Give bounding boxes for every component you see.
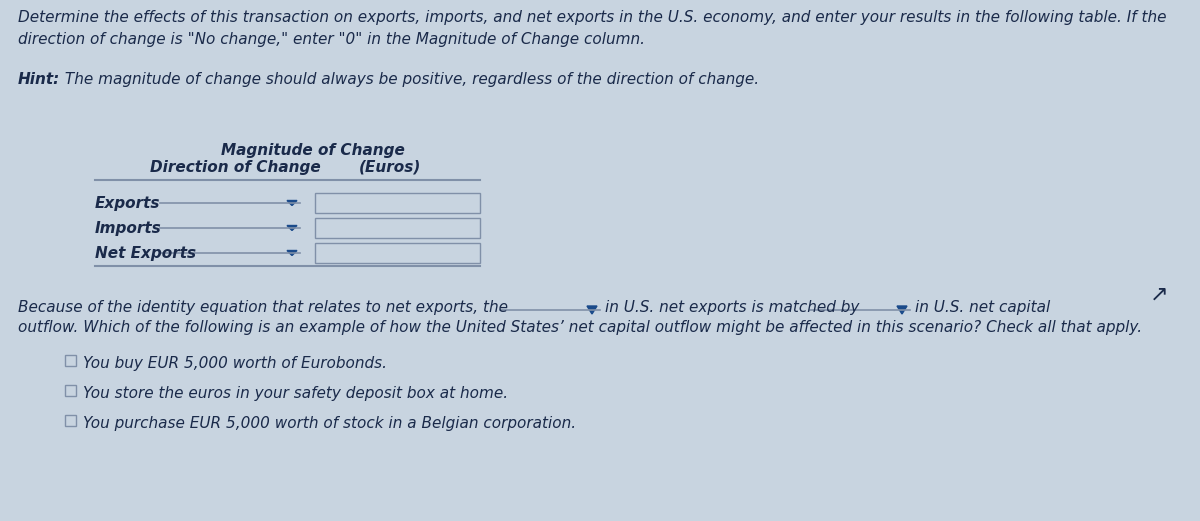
Polygon shape (898, 306, 907, 314)
Text: The magnitude of change should always be positive, regardless of the direction o: The magnitude of change should always be… (60, 72, 760, 87)
Polygon shape (287, 251, 298, 255)
Text: Imports: Imports (95, 221, 162, 236)
Text: You store the euros in your safety deposit box at home.: You store the euros in your safety depos… (83, 386, 508, 401)
Text: Magnitude of Change: Magnitude of Change (221, 143, 404, 158)
Text: outflow. Which of the following is an example of how the United States’ net capi: outflow. Which of the following is an ex… (18, 320, 1142, 335)
Text: Hint:: Hint: (18, 72, 60, 87)
FancyBboxPatch shape (65, 385, 76, 396)
FancyBboxPatch shape (65, 415, 76, 426)
Text: Direction of Change: Direction of Change (150, 160, 320, 175)
FancyBboxPatch shape (65, 355, 76, 366)
Text: (Euros): (Euros) (359, 160, 421, 175)
Text: You buy EUR 5,000 worth of Eurobonds.: You buy EUR 5,000 worth of Eurobonds. (83, 356, 386, 371)
Text: You purchase EUR 5,000 worth of stock in a Belgian corporation.: You purchase EUR 5,000 worth of stock in… (83, 416, 576, 431)
Text: in U.S. net capital: in U.S. net capital (916, 300, 1050, 315)
FancyBboxPatch shape (314, 218, 480, 238)
Polygon shape (587, 306, 598, 314)
Text: in U.S. net exports is matched by: in U.S. net exports is matched by (605, 300, 859, 315)
Text: ↗: ↗ (1150, 285, 1169, 305)
Polygon shape (287, 201, 298, 205)
Text: Net Exports: Net Exports (95, 246, 196, 261)
FancyBboxPatch shape (314, 193, 480, 213)
Polygon shape (287, 226, 298, 230)
Text: Because of the identity equation that relates to net exports, the: Because of the identity equation that re… (18, 300, 508, 315)
Text: Determine the effects of this transaction on exports, imports, and net exports i: Determine the effects of this transactio… (18, 10, 1166, 47)
FancyBboxPatch shape (314, 243, 480, 263)
Text: Exports: Exports (95, 196, 161, 211)
